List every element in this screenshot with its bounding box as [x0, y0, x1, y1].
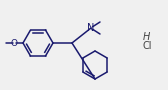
Text: H: H: [143, 32, 150, 42]
Text: N: N: [87, 23, 95, 33]
Text: Cl: Cl: [143, 41, 153, 51]
Text: O: O: [11, 39, 17, 48]
